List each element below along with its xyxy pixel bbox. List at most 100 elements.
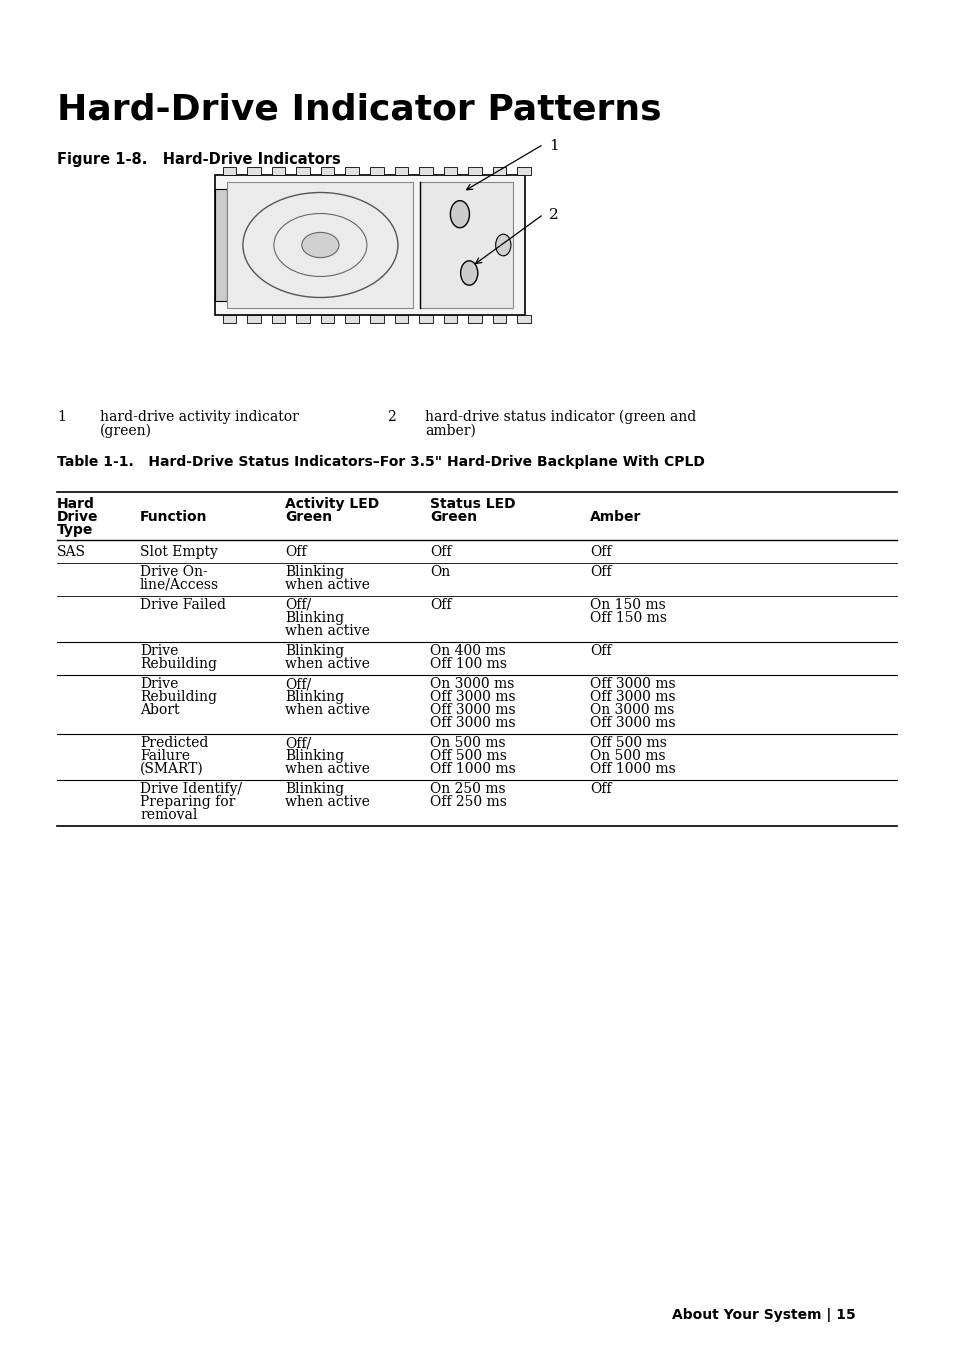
Circle shape: [460, 261, 477, 286]
Text: Off 3000 ms: Off 3000 ms: [430, 716, 515, 730]
Text: Off: Off: [430, 598, 451, 612]
Text: Off: Off: [589, 645, 611, 658]
Bar: [272, 315, 285, 324]
Text: Table 1-1.   Hard-Drive Status Indicators–For 3.5" Hard-Drive Backplane With CPL: Table 1-1. Hard-Drive Status Indicators–…: [57, 455, 704, 468]
Bar: [418, 167, 433, 175]
Bar: [247, 315, 260, 324]
Text: Rebuilding: Rebuilding: [140, 691, 216, 704]
Bar: [345, 315, 358, 324]
Text: hard-drive status indicator (green and: hard-drive status indicator (green and: [424, 410, 696, 424]
Text: when active: when active: [285, 762, 370, 776]
Text: Drive Identify/: Drive Identify/: [140, 783, 242, 796]
Bar: [443, 315, 456, 324]
Text: On 250 ms: On 250 ms: [430, 783, 505, 796]
Text: Rebuilding: Rebuilding: [140, 657, 216, 672]
Text: Off 500 ms: Off 500 ms: [430, 749, 506, 764]
Text: 1: 1: [57, 410, 66, 424]
Text: Blinking: Blinking: [285, 565, 344, 580]
Text: when active: when active: [285, 578, 370, 592]
Bar: [222, 315, 236, 324]
Bar: [443, 167, 456, 175]
Bar: [517, 167, 531, 175]
Text: Off 3000 ms: Off 3000 ms: [430, 691, 515, 704]
Text: Slot Empty: Slot Empty: [140, 546, 217, 559]
Text: Off: Off: [430, 546, 451, 559]
Circle shape: [496, 234, 511, 256]
Text: Drive: Drive: [140, 677, 178, 691]
Text: when active: when active: [285, 703, 370, 718]
Bar: [468, 315, 481, 324]
Ellipse shape: [301, 233, 338, 257]
Text: when active: when active: [285, 624, 370, 638]
Bar: [370, 167, 383, 175]
Text: Blinking: Blinking: [285, 783, 344, 796]
Text: Failure: Failure: [140, 749, 190, 764]
Text: On 3000 ms: On 3000 ms: [430, 677, 514, 691]
Text: Off 150 ms: Off 150 ms: [589, 611, 666, 626]
Text: Drive: Drive: [57, 510, 98, 524]
Text: About Your System | 15: About Your System | 15: [671, 1308, 855, 1322]
Bar: [247, 167, 260, 175]
Text: Off 3000 ms: Off 3000 ms: [589, 716, 675, 730]
Bar: [214, 190, 227, 301]
Text: On: On: [430, 565, 450, 580]
Text: On 500 ms: On 500 ms: [589, 749, 665, 764]
Bar: [345, 167, 358, 175]
Text: Blinking: Blinking: [285, 749, 344, 764]
Text: On 3000 ms: On 3000 ms: [589, 703, 674, 718]
Text: SAS: SAS: [57, 546, 86, 559]
Text: Off 250 ms: Off 250 ms: [430, 795, 506, 808]
Bar: [370, 315, 383, 324]
Text: Off 1000 ms: Off 1000 ms: [589, 762, 675, 776]
Text: hard-drive activity indicator: hard-drive activity indicator: [100, 410, 298, 424]
Bar: [222, 167, 236, 175]
Text: 2: 2: [548, 209, 558, 222]
Text: when active: when active: [285, 795, 370, 808]
Text: Hard: Hard: [57, 497, 94, 510]
Text: Off: Off: [589, 546, 611, 559]
Text: Activity LED: Activity LED: [285, 497, 379, 510]
Text: On 500 ms: On 500 ms: [430, 737, 505, 750]
Bar: [272, 167, 285, 175]
Text: Off 3000 ms: Off 3000 ms: [589, 691, 675, 704]
Text: 2: 2: [387, 410, 395, 424]
Text: On 150 ms: On 150 ms: [589, 598, 665, 612]
Text: Status LED: Status LED: [430, 497, 515, 510]
Text: (green): (green): [100, 424, 152, 439]
Text: Off 3000 ms: Off 3000 ms: [589, 677, 675, 691]
Text: line/Access: line/Access: [140, 578, 219, 592]
Text: On 400 ms: On 400 ms: [430, 645, 505, 658]
Bar: [493, 167, 506, 175]
Text: Abort: Abort: [140, 703, 179, 718]
Text: Predicted: Predicted: [140, 737, 208, 750]
Text: Hard-Drive Indicator Patterns: Hard-Drive Indicator Patterns: [57, 92, 661, 126]
Text: 1: 1: [548, 139, 558, 153]
Text: removal: removal: [140, 808, 197, 822]
Bar: [493, 315, 506, 324]
Text: Amber: Amber: [589, 510, 640, 524]
Bar: [418, 315, 433, 324]
Bar: [296, 315, 310, 324]
Text: Off 1000 ms: Off 1000 ms: [430, 762, 516, 776]
Text: amber): amber): [424, 424, 476, 437]
Bar: [296, 167, 310, 175]
Text: Off/: Off/: [285, 677, 311, 691]
Text: Green: Green: [430, 510, 476, 524]
Text: Type: Type: [57, 523, 93, 538]
Bar: [320, 167, 335, 175]
Text: (SMART): (SMART): [140, 762, 204, 776]
Text: Drive On-: Drive On-: [140, 565, 208, 580]
Bar: [395, 167, 408, 175]
Bar: [419, 181, 512, 307]
Text: Blinking: Blinking: [285, 645, 344, 658]
Text: Off/: Off/: [285, 737, 311, 750]
Text: Drive Failed: Drive Failed: [140, 598, 226, 612]
Text: Preparing for: Preparing for: [140, 795, 235, 808]
Text: when active: when active: [285, 657, 370, 672]
Bar: [227, 181, 413, 307]
Text: Drive: Drive: [140, 645, 178, 658]
Text: Blinking: Blinking: [285, 691, 344, 704]
Text: Function: Function: [140, 510, 208, 524]
Text: Off: Off: [589, 565, 611, 580]
Bar: [214, 175, 524, 315]
